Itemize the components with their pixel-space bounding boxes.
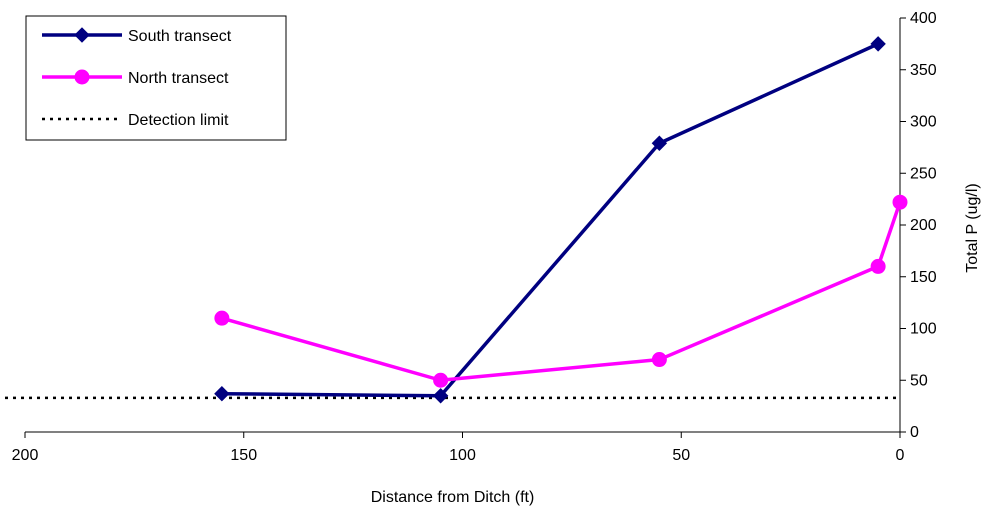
data-point bbox=[892, 194, 908, 210]
y-axis-title: Total P (ug/l) bbox=[964, 183, 981, 273]
legend-label: South transect bbox=[128, 28, 232, 45]
axes: 200 150 100 50 00 50 100 150 200 250 300 350 400 bbox=[12, 10, 937, 464]
y-tick-label: 300 bbox=[910, 114, 937, 131]
data-point bbox=[432, 388, 449, 404]
y-tick-label: 0 bbox=[910, 424, 919, 441]
x-axis-title: Distance from Ditch (ft) bbox=[371, 489, 535, 506]
x-tick-label: 200 bbox=[12, 447, 39, 464]
y-tick-label: 350 bbox=[910, 62, 937, 79]
y-tick-label: 50 bbox=[910, 372, 928, 389]
legend-entry: Detection limit bbox=[42, 112, 229, 129]
x-tick-label: 100 bbox=[449, 447, 476, 464]
series-1 bbox=[214, 194, 908, 388]
series-0 bbox=[214, 36, 886, 404]
data-point bbox=[214, 385, 230, 402]
legend-entry: North transect bbox=[42, 69, 229, 87]
legend-entry: South transect bbox=[42, 27, 232, 45]
series-layer bbox=[214, 36, 908, 404]
y-tick-label: 200 bbox=[910, 217, 937, 234]
data-point bbox=[433, 372, 449, 388]
y-tick-label: 400 bbox=[910, 10, 937, 27]
y-tick-label: 150 bbox=[910, 269, 937, 286]
data-point bbox=[214, 310, 230, 326]
x-tick-label: 0 bbox=[896, 447, 905, 464]
y-tick-label: 250 bbox=[910, 165, 937, 182]
data-point bbox=[651, 352, 667, 368]
legend: South transect North transect Detection li… bbox=[25, 15, 287, 141]
data-point bbox=[651, 135, 668, 151]
data-point bbox=[870, 36, 886, 52]
legend-label: North transect bbox=[128, 70, 229, 87]
x-tick-label: 150 bbox=[230, 447, 257, 464]
y-tick-label: 100 bbox=[910, 321, 937, 338]
legend-marker bbox=[74, 69, 90, 85]
legend-marker bbox=[74, 27, 90, 43]
series-line bbox=[221, 42, 879, 398]
data-point bbox=[870, 258, 886, 274]
legend-label: Detection limit bbox=[128, 112, 229, 129]
series-line bbox=[221, 201, 902, 382]
x-tick-label: 50 bbox=[672, 447, 690, 464]
